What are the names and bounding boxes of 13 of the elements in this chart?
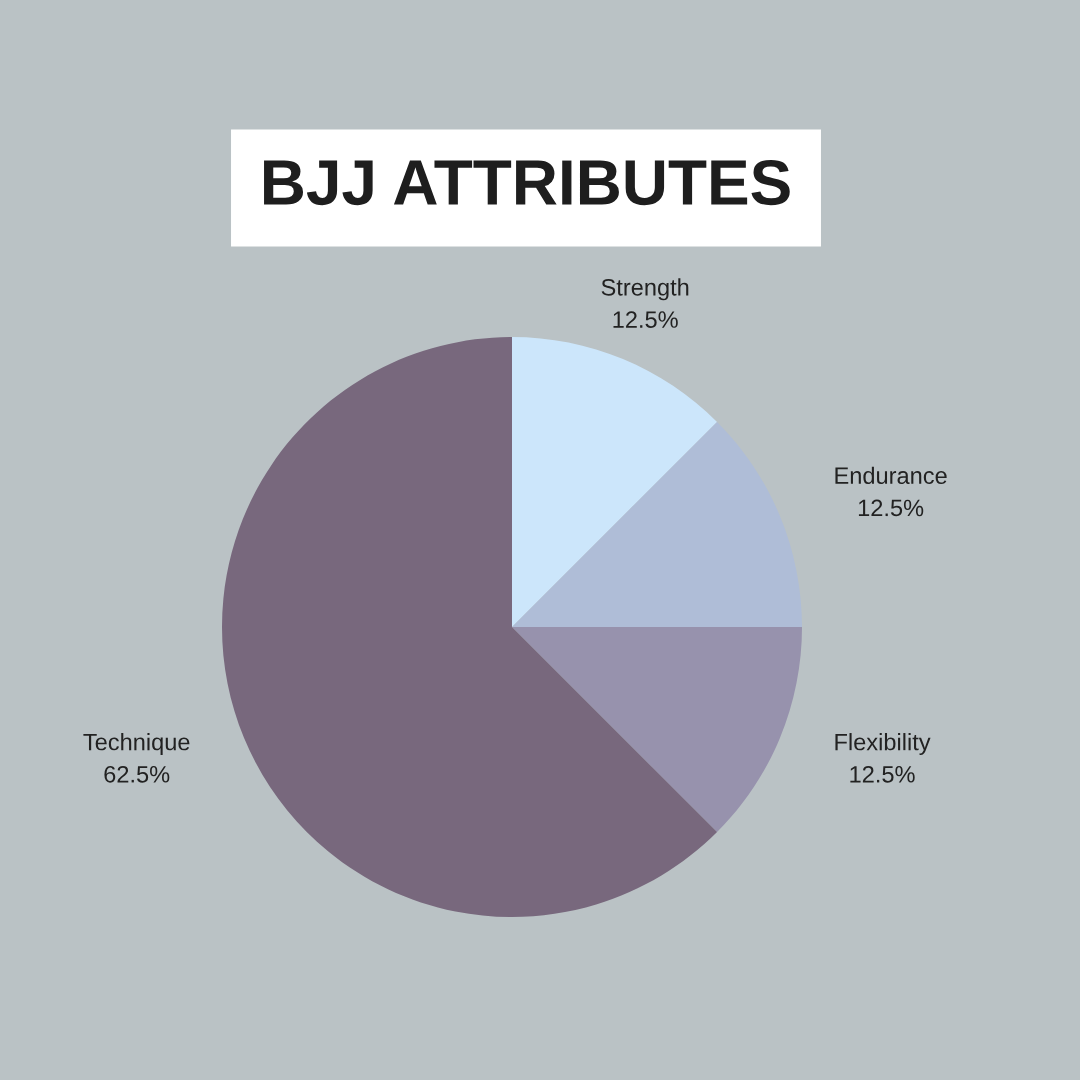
pie-slice <box>512 421 802 627</box>
data-label: 12.5% <box>858 499 924 517</box>
pie-slice <box>222 337 718 917</box>
pie-slice <box>512 627 802 833</box>
data-label: 12.5% <box>613 311 678 328</box>
slice-label: Strength <box>601 278 689 301</box>
slice-label: Endurance <box>835 466 947 485</box>
pie-slice <box>512 337 718 627</box>
slice-label: Flexibility <box>835 733 931 756</box>
data-label: 12.5% <box>850 765 915 783</box>
slice-label: Technique <box>83 733 190 756</box>
data-label: 62.5% <box>104 765 170 783</box>
chart-title: BJJ ATTRIBUTES <box>264 159 790 206</box>
